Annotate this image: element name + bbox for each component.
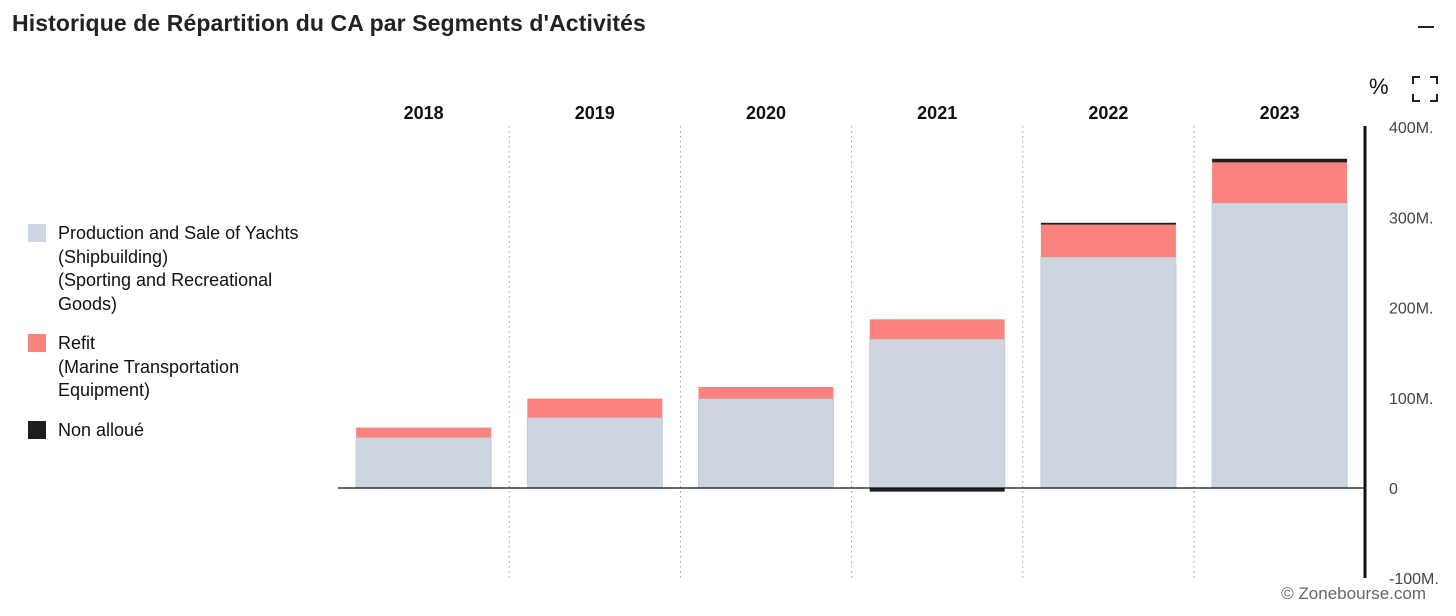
legend-item[interactable]: Production and Sale of Yachts (Shipbuildi… <box>28 222 328 316</box>
x-tick-label: 2020 <box>746 103 786 123</box>
legend-label: Goods) <box>58 293 118 314</box>
bar-segment <box>356 427 492 438</box>
legend-item[interactable]: Refit (Marine Transportation Equipment) <box>28 332 328 403</box>
collapse-button[interactable] <box>1414 10 1440 40</box>
legend-label: (Shipbuilding) <box>58 246 169 267</box>
percent-toggle-button[interactable]: % <box>1369 74 1389 99</box>
y-tick-label: 200M. <box>1389 301 1433 318</box>
legend-swatch <box>28 224 46 242</box>
bar-segment <box>527 398 663 418</box>
chart-title: Historique de Répartition du CA par Segm… <box>12 10 646 36</box>
legend-label: Non alloué <box>58 419 145 440</box>
x-tick-label: 2018 <box>404 103 444 123</box>
x-tick-label: 2021 <box>917 103 957 123</box>
y-tick-label: 0 <box>1389 481 1398 498</box>
y-tick-label: 300M. <box>1389 210 1433 227</box>
bar-segment <box>1040 222 1176 225</box>
legend-label: Equipment) <box>58 380 151 400</box>
chart-legend: Production and Sale of Yachts (Shipbuildi… <box>28 222 328 458</box>
bar-segment <box>869 338 1006 489</box>
fullscreen-button[interactable] <box>1412 76 1438 102</box>
bar-segment <box>1040 256 1177 489</box>
y-tick-label: -100M. <box>1389 571 1439 588</box>
legend-swatch <box>28 420 46 439</box>
fullscreen-icon <box>1412 76 1438 102</box>
bar-segment <box>698 386 834 399</box>
bar-segment <box>869 319 1005 340</box>
x-tick-label: 2019 <box>575 103 615 123</box>
y-tick-label: 400M. <box>1389 120 1433 137</box>
legend-item[interactable]: Non alloué <box>28 419 328 443</box>
bar-segment <box>698 398 834 489</box>
bar-segment <box>1212 158 1348 163</box>
legend-label: (Marine Transportation <box>58 356 240 377</box>
legend-label: Refit <box>58 333 96 353</box>
legend-label: (Sporting and Recreational <box>58 270 273 290</box>
y-tick-label: 100M. <box>1389 391 1433 408</box>
bar-segment <box>1211 202 1348 489</box>
legend-label: Production and Sale of Yachts <box>58 223 299 243</box>
bar-segment <box>1212 162 1348 203</box>
copyright-text: © Zonebourse.com <box>1281 584 1426 603</box>
x-tick-label: 2023 <box>1260 103 1300 123</box>
x-tick-label: 2022 <box>1088 103 1128 123</box>
minus-icon <box>1418 26 1434 28</box>
bar-segment <box>869 488 1005 492</box>
bar-segment <box>355 436 492 489</box>
bar-segment <box>1040 224 1176 258</box>
bar-segment <box>526 417 663 489</box>
legend-swatch <box>28 334 46 352</box>
